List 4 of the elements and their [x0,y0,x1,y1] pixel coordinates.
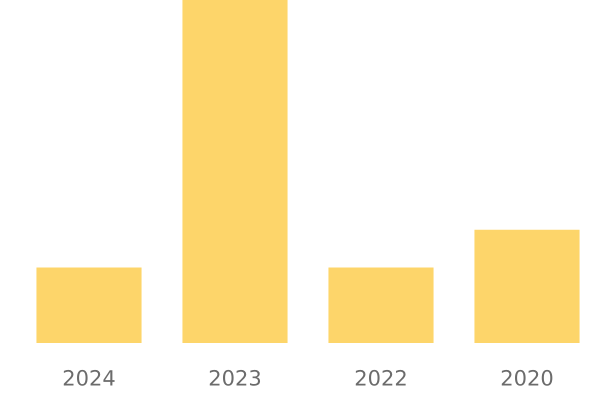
x-tick-label: 2020 [500,366,554,390]
x-tick-label: 2022 [354,366,408,390]
x-tick-label: 2023 [208,366,262,390]
x-tick-label: 2024 [62,366,116,390]
